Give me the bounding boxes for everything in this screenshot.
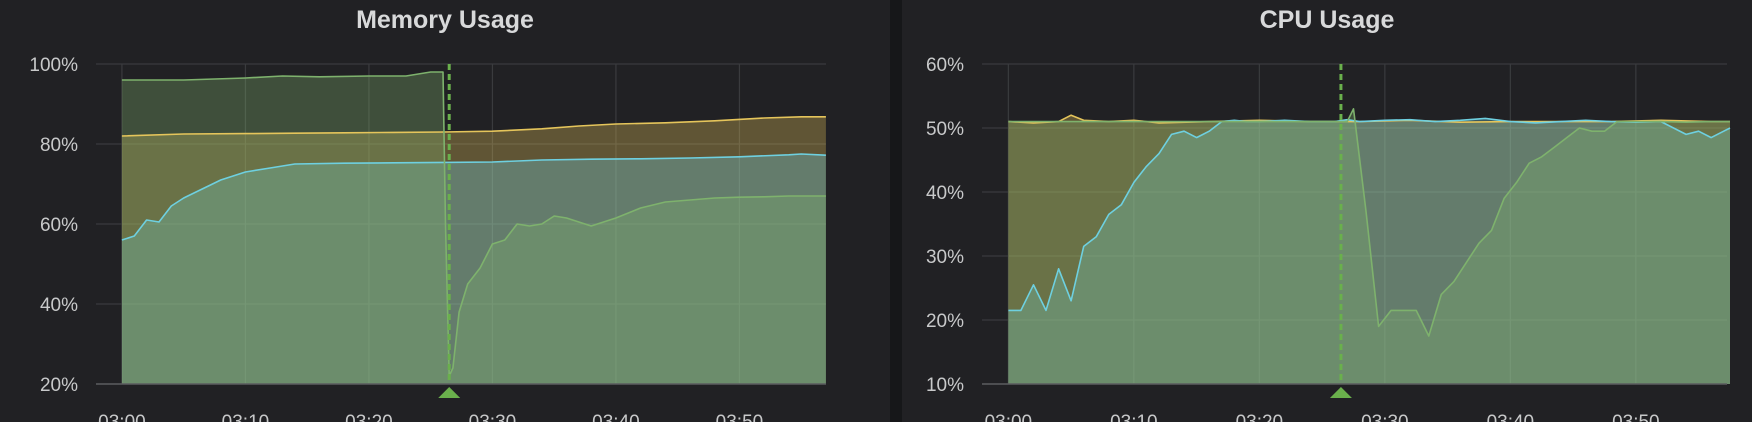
memory-usage-chart: 100% 80% 60% 40% 20% 03:00 03:10 03:20 03:30 03:4… [29, 55, 826, 422]
cpu-usage-panel: CPU Usage 60% 50% 40% 30% 20% 10% 03:00 03:10 03… [902, 0, 1752, 422]
memory-y-tick-label: 80% [40, 135, 78, 156]
cpu-y-tick-label: 40% [926, 183, 964, 204]
cpu-x-tick-label: 03:40 [1487, 412, 1535, 422]
cpu-annotation-marker-icon[interactable] [1329, 387, 1352, 398]
memory-x-tick-label: 03:30 [469, 412, 517, 422]
cpu-x-tick-label: 03:30 [1361, 412, 1409, 422]
cpu-y-tick-label: 30% [926, 247, 964, 268]
cpu-x-tick-label: 03:50 [1612, 412, 1660, 422]
memory-x-tick-label: 03:50 [716, 412, 764, 422]
panel-divider [890, 0, 902, 422]
cpu-series-1-line[interactable] [1008, 117, 1731, 312]
memory-usage-panel: Memory Usage 100% 80% 60% 40% 20% 03:00 03:10 0… [29, 6, 826, 422]
memory-series-2-area [121, 72, 826, 384]
memory-series-0-line[interactable] [121, 116, 826, 137]
memory-series-1-line[interactable] [121, 153, 826, 241]
cpu-x-tick-label: 03:20 [1236, 412, 1284, 422]
cpu-y-tick-label: 50% [926, 119, 964, 140]
cpu-y-tick-label: 60% [926, 55, 964, 76]
memory-x-tick-label: 03:40 [592, 412, 640, 422]
memory-series-1-area [121, 154, 826, 384]
cpu-panel-title[interactable]: CPU Usage [1259, 6, 1395, 34]
cpu-usage-chart: 60% 50% 40% 30% 20% 10% 03:00 03:10 03:20 03:30 03… [926, 55, 1731, 422]
cpu-x-tick-label: 03:10 [1110, 412, 1158, 422]
memory-series-0-area [121, 116, 826, 385]
cpu-y-tick-label: 10% [926, 375, 964, 396]
memory-y-tick-label: 100% [29, 55, 78, 76]
cpu-series-0-area [1008, 115, 1730, 384]
cpu-x-tick-label: 03:00 [985, 412, 1033, 422]
memory-y-tick-label: 40% [40, 295, 78, 316]
cpu-y-tick-label: 20% [926, 311, 964, 332]
memory-x-tick-label: 03:00 [98, 412, 146, 422]
cpu-series-1-area [1008, 118, 1730, 385]
memory-annotation-marker-icon[interactable] [438, 387, 461, 398]
memory-series-2-line[interactable] [121, 71, 826, 377]
memory-x-tick-label: 03:10 [222, 412, 270, 422]
memory-x-tick-label: 03:20 [345, 412, 393, 422]
memory-panel-title[interactable]: Memory Usage [356, 6, 534, 34]
memory-y-tick-label: 20% [40, 375, 78, 396]
cpu-series-2-line[interactable] [1008, 108, 1730, 337]
memory-y-tick-label: 60% [40, 215, 78, 236]
